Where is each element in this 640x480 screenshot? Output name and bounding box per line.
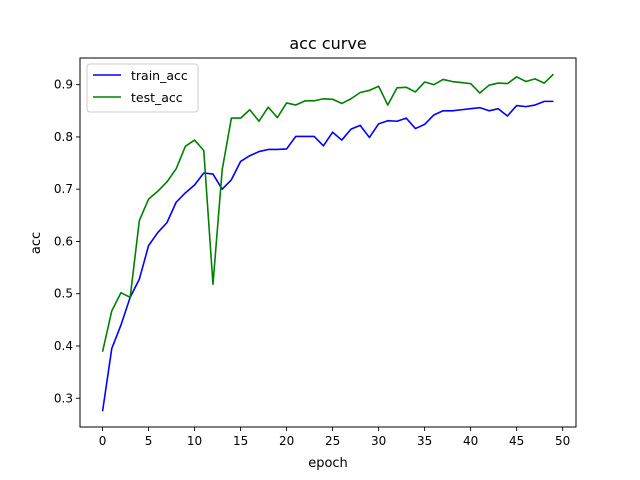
plot-frame <box>79 57 577 428</box>
y-tick-label: 0.7 <box>54 182 73 196</box>
y-tick-label: 0.9 <box>54 78 73 92</box>
x-tick-label: 20 <box>279 434 294 448</box>
legend: train_acc test_acc <box>86 63 199 113</box>
axis-ticks: 0 5 10 15 20 25 30 35 40 45 50 0.3 0.4 0.5 0.6 0.7 0.8 0.… <box>54 78 570 448</box>
x-tick-label: 50 <box>555 434 570 448</box>
x-axis-label: epoch <box>308 456 348 471</box>
x-tick-label: 5 <box>145 434 153 448</box>
y-tick-label: 0.6 <box>54 234 73 248</box>
y-tick-label: 0.3 <box>54 391 73 405</box>
x-tick-label: 45 <box>509 434 524 448</box>
legend-label-test-acc: test_acc <box>131 90 183 105</box>
y-tick-label: 0.5 <box>54 287 73 301</box>
x-tick-label: 40 <box>463 434 478 448</box>
y-tick-label: 0.8 <box>54 130 73 144</box>
x-tick-label: 0 <box>99 434 107 448</box>
x-tick-label: 35 <box>417 434 432 448</box>
x-tick-label: 15 <box>233 434 248 448</box>
x-tick-label: 10 <box>187 434 202 448</box>
legend-box <box>86 63 199 113</box>
x-tick-label: 25 <box>325 434 340 448</box>
legend-label-train-acc: train_acc <box>131 68 188 83</box>
x-tick-label: 30 <box>371 434 386 448</box>
chart-title: acc curve <box>289 34 366 53</box>
y-tick-label: 0.4 <box>54 339 73 353</box>
y-axis-label: acc <box>29 232 44 254</box>
plot-lines <box>101 73 555 412</box>
series-line-train-acc <box>101 100 554 412</box>
series-line-test-acc <box>101 73 555 352</box>
